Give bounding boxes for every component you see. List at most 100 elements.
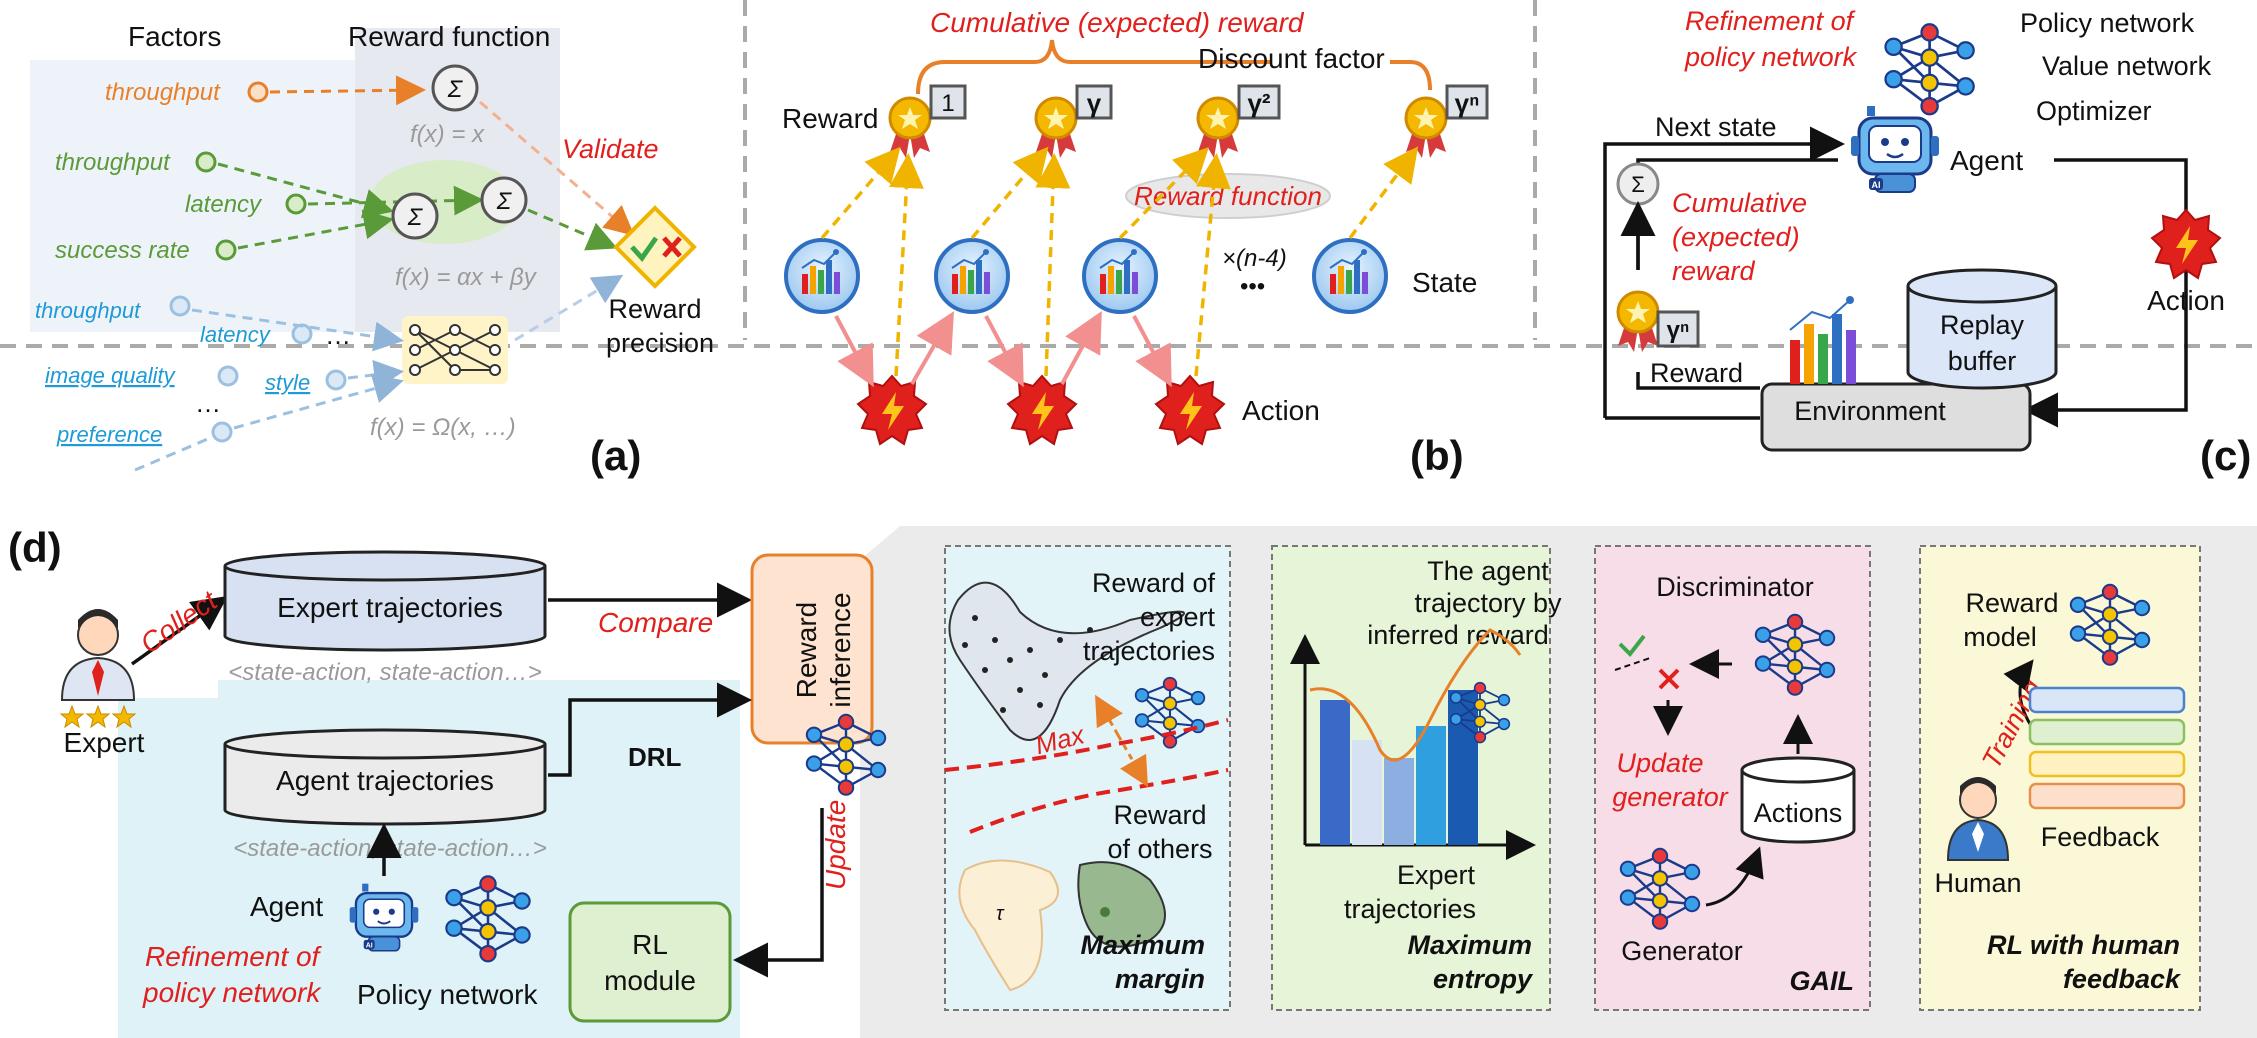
mm-reward-expert-2: expert: [1140, 602, 1216, 632]
svg-text:Σ: Σ: [407, 204, 424, 231]
gail-actions-cylinder: [1740, 756, 1856, 844]
gail-title: GAIL: [1790, 966, 1855, 996]
agent-label-c: Agent: [1950, 145, 2023, 176]
gamma-box-2: [1075, 84, 1113, 120]
svg-text:γⁿ: γⁿ: [1667, 317, 1690, 344]
mm-title-1: Maximum: [1080, 930, 1205, 960]
sigma-1: Σ: [447, 76, 464, 103]
factor-preference: preference: [56, 422, 162, 447]
policy-network-d: Policy network: [357, 979, 539, 1010]
reward-inference-line1: Reward: [791, 602, 822, 698]
rlhf-reward-model-2: model: [1963, 622, 2037, 652]
rlhf-reward-model-1: Reward: [1965, 588, 2058, 618]
cumulative-c-3: reward: [1672, 256, 1756, 286]
panel-label-d: (d): [8, 524, 62, 571]
mm-reward-others-1: Reward: [1113, 800, 1206, 830]
refinement-c-line2: policy network: [1684, 42, 1858, 72]
reward-function-header: Reward function: [348, 21, 550, 52]
compare-label: Compare: [598, 607, 713, 638]
factor-latency-3: latency: [200, 322, 272, 347]
cumulative-c-2: (expected): [1672, 222, 1800, 252]
rlhf-card: Reward model Training Human Feedback RL …: [1919, 545, 2201, 1011]
sum-node-3: [480, 176, 528, 224]
sum-node-1: [431, 64, 479, 112]
refinement-d-line2: policy network: [142, 977, 322, 1008]
dots-label: •••: [1240, 273, 1265, 300]
cumulative-c-1: Cumulative: [1672, 188, 1807, 218]
reward-label-b: Reward: [782, 103, 878, 134]
me-caption-3: inferred reward: [1367, 620, 1549, 650]
gamma-box-1: [929, 84, 967, 120]
max-margin-card: Reward of expert trajectories Max Reward…: [944, 545, 1231, 1011]
refinement-c-line1: Refinement of: [1685, 6, 1856, 36]
gail-card: Discriminator Update generator Actions G…: [1594, 545, 1871, 1011]
panel-a: Factors Reward function throughput Σ f(x…: [30, 21, 714, 479]
reward-precision-icon: [613, 205, 697, 289]
value-network-c: Value network: [2042, 51, 2212, 81]
reward-precision-line2: precision: [606, 328, 714, 358]
gamma-box-3: [1237, 84, 1281, 120]
state-action-2: <state-action, state-action…>: [233, 835, 547, 862]
cumulative-brace: [916, 39, 1270, 95]
gail-update-1: Update: [1616, 748, 1703, 778]
cumulative-reward-b: Cumulative (expected) reward: [930, 7, 1305, 38]
sum-node-2: [391, 192, 439, 240]
svg-text:Σ: Σ: [1631, 172, 1645, 197]
me-title-1: Maximum: [1407, 930, 1532, 960]
ellipsis-2: …: [195, 388, 221, 418]
environment-label: Environment: [1794, 396, 1946, 426]
state-action-1: <state-action, state-action…>: [228, 659, 542, 686]
svg-text:γ: γ: [1087, 88, 1102, 118]
human-icon: [1946, 777, 2010, 861]
gail-update-2: generator: [1612, 782, 1729, 812]
me-caption-2: trajectory by: [1414, 588, 1562, 618]
formula-1: f(x) = x: [410, 121, 485, 148]
factor-success-rate: success rate: [55, 237, 190, 264]
mm-reward-others-2: of others: [1107, 834, 1212, 864]
repeat-label: ×(n-4): [1222, 245, 1287, 272]
factor-image-quality: image quality: [45, 363, 177, 388]
rlhf-feedback: Feedback: [2041, 822, 2160, 852]
reward-precision-line1: Reward: [608, 294, 701, 324]
mm-tau: τ: [996, 903, 1005, 925]
formula-3: f(x) = Ω(x, …): [370, 414, 516, 441]
rl-module-line1: RL: [632, 929, 668, 960]
svg-text:γⁿ: γⁿ: [1455, 88, 1480, 118]
panel-label-c: (c): [2200, 432, 2251, 479]
rlhf-human: Human: [1934, 868, 2021, 898]
state-label-b: State: [1412, 267, 1477, 298]
environment-chart-icon: [1789, 296, 1856, 384]
panel-label-b: (b): [1410, 432, 1464, 479]
reward-inference-line2: inference: [825, 592, 856, 707]
factor-throughput-1: throughput: [105, 79, 221, 106]
svg-text:γ²: γ²: [1247, 88, 1270, 118]
gail-generator: Generator: [1621, 936, 1743, 966]
panel-a-factor-bg: [30, 60, 360, 332]
gamma-box-c: [1656, 310, 1700, 348]
gail-discriminator: Discriminator: [1656, 572, 1814, 602]
factor-style: style: [265, 370, 310, 395]
replay-buffer-cylinder: [1906, 268, 2058, 390]
gail-actions-label: Actions: [1754, 798, 1843, 828]
environment-box: [1760, 382, 2032, 452]
panel-b: Cumulative (expected) reward Discount fa…: [782, 7, 1489, 479]
replay-line1: Replay: [1940, 310, 2025, 340]
drl-label: DRL: [628, 742, 682, 772]
factor-throughput-2: throughput: [55, 149, 171, 176]
rl-module-box: [568, 901, 732, 1023]
factor-throughput-3: throughput: [35, 298, 141, 323]
svg-text:1: 1: [941, 90, 954, 117]
nn-icon-a: [409, 324, 501, 376]
reward-inference-box: [750, 553, 874, 745]
rlhf-title-2: feedback: [2063, 964, 2182, 994]
panel-d: (d) Expert Collect Expert trajectories <…: [8, 524, 2257, 1038]
expert-trajectories-label: Expert trajectories: [277, 592, 503, 623]
agent-trajectories-cylinder: [223, 728, 547, 826]
refinement-d-line1: Refinement of: [145, 941, 323, 972]
mm-title-2: margin: [1115, 964, 1205, 994]
gamma-box-4: [1445, 84, 1489, 120]
factor-latency-2: latency: [185, 191, 263, 218]
me-expert-2: trajectories: [1344, 894, 1476, 924]
me-expert-1: Expert: [1397, 860, 1476, 890]
